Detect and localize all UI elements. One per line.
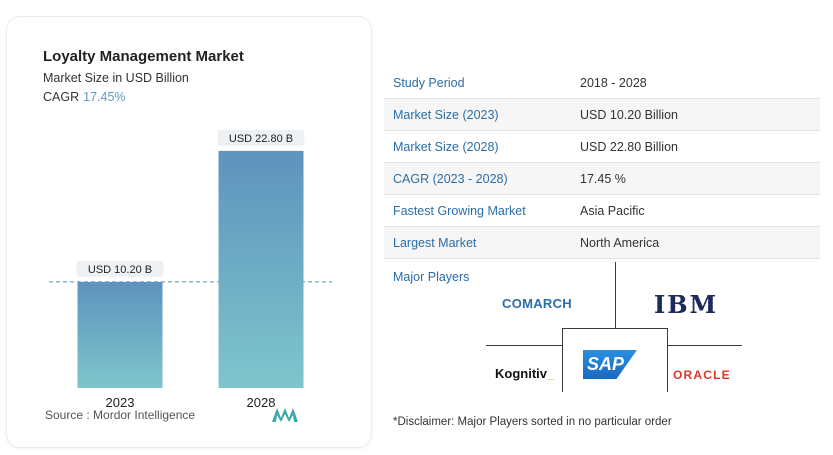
chart-title: Loyalty Management Market [43,48,244,65]
stats-table: Study Period 2018 - 2028 Market Size (20… [384,67,820,259]
stat-label: Market Size (2023) [393,107,499,122]
data-label-bg [76,260,164,277]
kognitiv-wordmark: Kognitiv [495,366,547,381]
stat-value: USD 10.20 Billion [580,107,678,122]
stat-label: CAGR (2023 - 2028) [393,171,508,186]
grid-divider [615,262,616,328]
stat-value: 17.45 % [580,171,626,186]
grid-divider [667,345,742,346]
stat-row: CAGR (2023 - 2028) 17.45 % [384,163,820,195]
stat-row: Fastest Growing Market Asia Pacific [384,195,820,227]
chart-subtitle: Market Size in USD Billion [43,71,189,85]
stat-row: Study Period 2018 - 2028 [384,67,820,99]
kognitiv-mark: _ [547,366,555,381]
stat-row: Largest Market North America [384,227,820,259]
grid-divider [562,328,668,329]
source-note: Source : Mordor Intelligence [45,408,196,422]
stat-value: USD 22.80 Billion [580,139,678,154]
stat-row: Market Size (2028) USD 22.80 Billion [384,131,820,163]
grid-divider [667,328,668,392]
stat-value: 2018 - 2028 [580,75,647,90]
stat-row: Market Size (2023) USD 10.20 Billion [384,99,820,131]
cagr-line: CAGR 17.45% [43,90,126,104]
cagr-label: CAGR [43,90,80,104]
data-label: USD 10.20 B [88,264,152,276]
disclaimer: *Disclaimer: Major Players sorted in no … [393,416,672,428]
bar-chart: USD 10.20 B 2023 USD 22.80 B 2028 [49,129,332,410]
data-label: USD 22.80 B [229,133,293,145]
stat-label: Study Period [393,75,465,90]
stat-label: Fastest Growing Market [393,203,526,218]
chart-card [6,16,372,448]
stat-label: Largest Market [393,235,477,250]
ibm-logo: IBM [654,290,719,319]
grid-divider [486,345,562,346]
stat-value: Asia Pacific [580,203,645,218]
oracle-logo: ORACLE [673,368,731,382]
major-players-grid: COMARCH IBM Kognitiv_ SAP ORACLE [486,262,742,392]
data-label-bg [217,129,305,146]
bar-2023 [77,281,163,388]
grid-divider [562,328,563,392]
cagr-value: 17.45% [83,90,126,104]
kognitiv-logo: Kognitiv_ [495,366,554,381]
comarch-logo: COMARCH [502,296,572,311]
x-tick-label: 2023 [106,395,135,410]
bar-2028 [218,150,304,388]
x-tick-label: 2028 [247,395,276,410]
mordor-logo-icon [272,408,298,422]
stat-label: Market Size (2028) [393,139,499,154]
stat-value: North America [580,235,660,250]
sap-logo: SAP [583,350,637,379]
major-players-title: Major Players [393,270,470,284]
